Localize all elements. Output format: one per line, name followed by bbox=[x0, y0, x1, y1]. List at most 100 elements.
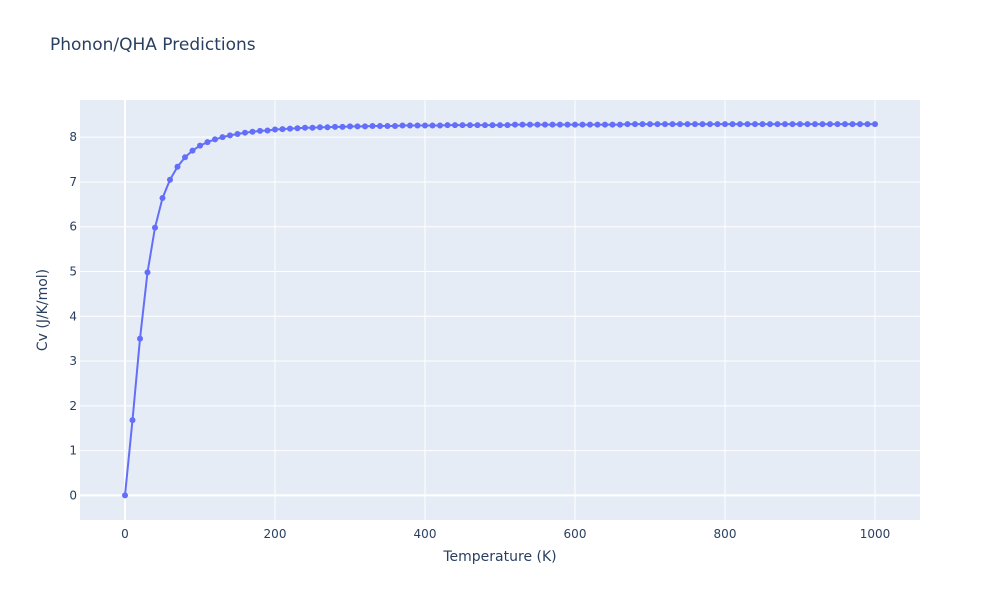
data-point[interactable] bbox=[519, 121, 526, 128]
data-point[interactable] bbox=[842, 121, 848, 128]
data-point[interactable] bbox=[159, 195, 166, 202]
data-point[interactable] bbox=[804, 121, 811, 128]
data-point[interactable] bbox=[354, 123, 361, 130]
data-point[interactable] bbox=[189, 147, 196, 154]
data-point[interactable] bbox=[377, 122, 383, 129]
data-point[interactable] bbox=[167, 176, 173, 183]
data-point[interactable] bbox=[497, 122, 503, 129]
data-point[interactable] bbox=[129, 417, 136, 424]
data-point[interactable] bbox=[302, 124, 308, 131]
data-point[interactable] bbox=[602, 121, 608, 128]
data-point[interactable] bbox=[324, 124, 331, 131]
data-point[interactable] bbox=[632, 121, 638, 128]
data-point[interactable] bbox=[849, 121, 856, 128]
data-point[interactable] bbox=[257, 127, 263, 134]
data-point[interactable] bbox=[564, 121, 571, 128]
data-point[interactable] bbox=[527, 121, 533, 128]
data-point[interactable] bbox=[452, 122, 458, 129]
data-point[interactable] bbox=[504, 122, 511, 129]
data-point[interactable] bbox=[617, 121, 623, 128]
data-point[interactable] bbox=[707, 121, 713, 128]
data-point[interactable] bbox=[864, 121, 871, 128]
data-point[interactable] bbox=[339, 123, 346, 130]
data-point[interactable] bbox=[242, 129, 248, 136]
data-point[interactable] bbox=[782, 121, 788, 128]
data-point[interactable] bbox=[279, 126, 286, 133]
data-point[interactable] bbox=[399, 122, 406, 129]
data-point[interactable] bbox=[332, 123, 338, 130]
data-point[interactable] bbox=[684, 121, 691, 128]
data-point[interactable] bbox=[219, 134, 226, 141]
data-point[interactable] bbox=[594, 121, 601, 128]
data-point[interactable] bbox=[429, 122, 436, 129]
data-point[interactable] bbox=[789, 121, 796, 128]
data-point[interactable] bbox=[669, 121, 676, 128]
data-point[interactable] bbox=[819, 121, 826, 128]
data-point[interactable] bbox=[362, 123, 368, 130]
data-point[interactable] bbox=[699, 121, 706, 128]
data-point[interactable] bbox=[759, 121, 766, 128]
data-point[interactable] bbox=[542, 121, 548, 128]
data-point[interactable] bbox=[677, 121, 683, 128]
data-point[interactable] bbox=[294, 125, 301, 132]
data-point[interactable] bbox=[407, 122, 413, 129]
data-point[interactable] bbox=[437, 122, 443, 129]
data-point[interactable] bbox=[444, 122, 451, 129]
data-point[interactable] bbox=[624, 121, 631, 128]
data-point[interactable] bbox=[572, 121, 578, 128]
data-point[interactable] bbox=[459, 122, 466, 129]
data-point[interactable] bbox=[647, 121, 653, 128]
data-point[interactable] bbox=[474, 122, 481, 129]
data-point[interactable] bbox=[264, 127, 271, 134]
data-point[interactable] bbox=[227, 132, 233, 139]
data-point[interactable] bbox=[422, 122, 428, 129]
data-point[interactable] bbox=[317, 124, 323, 131]
data-point[interactable] bbox=[272, 126, 278, 133]
data-point[interactable] bbox=[234, 131, 241, 138]
data-point[interactable] bbox=[714, 121, 721, 128]
data-point[interactable] bbox=[392, 122, 398, 129]
data-point[interactable] bbox=[212, 136, 218, 143]
data-point[interactable] bbox=[347, 123, 353, 130]
data-point[interactable] bbox=[369, 122, 376, 129]
data-point[interactable] bbox=[662, 121, 668, 128]
data-point[interactable] bbox=[182, 154, 188, 161]
data-point[interactable] bbox=[827, 121, 833, 128]
data-point[interactable] bbox=[489, 122, 496, 129]
data-point[interactable] bbox=[812, 121, 818, 128]
data-point[interactable] bbox=[549, 121, 556, 128]
data-point[interactable] bbox=[249, 128, 256, 135]
data-point[interactable] bbox=[414, 122, 421, 129]
data-point[interactable] bbox=[197, 142, 203, 149]
data-point[interactable] bbox=[767, 121, 773, 128]
data-point[interactable] bbox=[797, 121, 803, 128]
data-point[interactable] bbox=[729, 121, 736, 128]
data-point[interactable] bbox=[534, 121, 541, 128]
data-point[interactable] bbox=[137, 335, 143, 342]
data-point[interactable] bbox=[579, 121, 586, 128]
data-point[interactable] bbox=[309, 124, 316, 131]
data-point[interactable] bbox=[144, 269, 151, 276]
data-point[interactable] bbox=[467, 122, 473, 129]
data-point[interactable] bbox=[857, 121, 863, 128]
data-point[interactable] bbox=[737, 121, 743, 128]
data-point[interactable] bbox=[122, 492, 128, 499]
data-point[interactable] bbox=[204, 139, 211, 146]
data-point[interactable] bbox=[639, 121, 646, 128]
data-point[interactable] bbox=[692, 121, 698, 128]
data-point[interactable] bbox=[722, 121, 728, 128]
data-point[interactable] bbox=[774, 121, 781, 128]
data-point[interactable] bbox=[482, 122, 488, 129]
data-point[interactable] bbox=[152, 224, 158, 231]
data-point[interactable] bbox=[872, 121, 878, 128]
data-point[interactable] bbox=[587, 121, 593, 128]
data-point[interactable] bbox=[174, 163, 181, 170]
data-point[interactable] bbox=[512, 121, 518, 128]
data-point[interactable] bbox=[287, 125, 293, 132]
data-point[interactable] bbox=[557, 121, 563, 128]
data-point[interactable] bbox=[744, 121, 751, 128]
data-point[interactable] bbox=[609, 121, 616, 128]
data-point[interactable] bbox=[834, 121, 841, 128]
data-point[interactable] bbox=[384, 122, 391, 129]
data-point[interactable] bbox=[752, 121, 758, 128]
